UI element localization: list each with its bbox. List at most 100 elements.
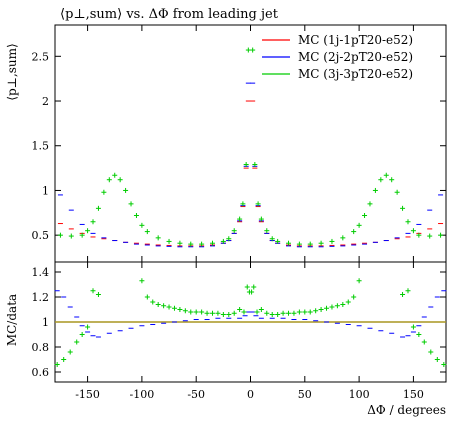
x-tick-label: 0 xyxy=(247,388,254,401)
data-point xyxy=(254,309,260,315)
data-point xyxy=(340,235,346,241)
legend-label: MC (1j-1pT20-e52) xyxy=(298,33,413,47)
data-point xyxy=(144,229,150,235)
data-point xyxy=(220,238,226,244)
y-tick-label-ratio: 0.6 xyxy=(32,366,50,379)
data-point xyxy=(240,201,246,207)
data-point xyxy=(438,232,444,238)
data-point xyxy=(95,205,101,211)
data-point xyxy=(161,303,167,309)
data-point xyxy=(428,349,434,355)
data-point xyxy=(139,222,145,228)
data-point xyxy=(410,228,416,234)
ratio-series-points xyxy=(54,278,447,367)
data-point xyxy=(231,310,237,316)
data-point xyxy=(150,299,156,305)
data-point xyxy=(90,288,96,294)
data-point xyxy=(199,309,205,315)
y-ticks-ratio: 0.6 0.8 1 1.2 1.4 xyxy=(32,266,446,379)
y-ticks-main: 0.5 1 1.5 2 2.5 xyxy=(32,50,446,242)
data-point xyxy=(67,349,73,355)
y-tick-label-main: 2.5 xyxy=(32,50,50,63)
data-point xyxy=(334,303,340,309)
data-point xyxy=(112,172,118,178)
data-point xyxy=(139,278,145,284)
data-point xyxy=(356,278,362,284)
data-point xyxy=(340,302,346,307)
data-point xyxy=(101,189,107,195)
x-tick-label: 150 xyxy=(403,388,424,401)
data-point xyxy=(74,339,80,345)
data-point xyxy=(188,241,194,247)
data-point xyxy=(85,228,91,234)
data-point xyxy=(155,235,161,241)
data-point xyxy=(54,362,60,367)
data-point xyxy=(329,238,335,244)
y-tick-label-ratio: 1 xyxy=(42,316,49,329)
data-point xyxy=(182,308,188,314)
x-tick-label: -150 xyxy=(75,388,100,401)
data-point xyxy=(128,201,134,207)
y-tick-label-ratio: 0.8 xyxy=(32,341,50,354)
data-point xyxy=(85,324,91,330)
data-point xyxy=(226,312,232,317)
data-point xyxy=(302,309,308,315)
data-point xyxy=(410,324,416,330)
data-point xyxy=(329,304,335,310)
data-point xyxy=(264,310,270,316)
data-point xyxy=(441,362,447,367)
y-tick-label-main: 1 xyxy=(42,184,49,197)
series-main-2 xyxy=(57,47,444,247)
main-series-points xyxy=(57,47,444,248)
x-axis-label: ΔΦ / degrees xyxy=(367,403,446,417)
data-point xyxy=(275,238,281,244)
data-point xyxy=(372,187,378,193)
data-point xyxy=(421,339,427,345)
data-point xyxy=(362,212,368,218)
data-point xyxy=(416,232,422,238)
y-tick-label-main: 2 xyxy=(42,95,49,108)
y-axis-label-main: ⟨p⊥,sum⟩ xyxy=(5,43,19,100)
data-point xyxy=(434,357,440,362)
data-point xyxy=(243,162,249,168)
series-ratio-1 xyxy=(54,278,447,367)
data-point xyxy=(249,289,255,295)
data-point xyxy=(106,177,112,183)
data-point xyxy=(307,309,313,315)
data-point xyxy=(280,310,286,316)
data-point xyxy=(296,241,302,247)
x-ticks: -150 -100 -50 0 50 100 150 xyxy=(75,25,424,401)
data-point xyxy=(237,216,243,222)
data-point xyxy=(324,305,330,311)
data-point xyxy=(61,357,67,362)
chart-title: ⟨p⊥,sum⟩ vs. ΔΦ from leading jet xyxy=(60,7,279,22)
data-point xyxy=(389,177,395,183)
data-point xyxy=(251,284,257,290)
data-point xyxy=(237,307,243,312)
data-point xyxy=(250,47,256,53)
x-tick-label: -50 xyxy=(187,388,205,401)
data-point xyxy=(367,201,373,207)
data-point xyxy=(79,232,85,238)
data-point xyxy=(405,219,411,225)
data-point xyxy=(400,205,406,211)
data-point xyxy=(394,189,400,195)
data-point xyxy=(193,309,199,315)
legend-label: MC (2j-2pT20-e52) xyxy=(298,50,413,64)
data-point xyxy=(427,233,433,239)
series-main-0 xyxy=(57,100,444,247)
data-point xyxy=(351,294,357,300)
data-point xyxy=(255,201,261,207)
data-point xyxy=(166,238,172,244)
data-point xyxy=(400,292,406,297)
data-point xyxy=(252,162,258,168)
data-point xyxy=(286,240,292,246)
data-point xyxy=(241,309,247,315)
data-point xyxy=(307,241,313,247)
x-tick-label: 100 xyxy=(349,388,370,401)
series-ratio-0 xyxy=(54,290,447,338)
data-point xyxy=(79,332,85,337)
data-point xyxy=(204,310,210,316)
data-point xyxy=(95,292,101,297)
